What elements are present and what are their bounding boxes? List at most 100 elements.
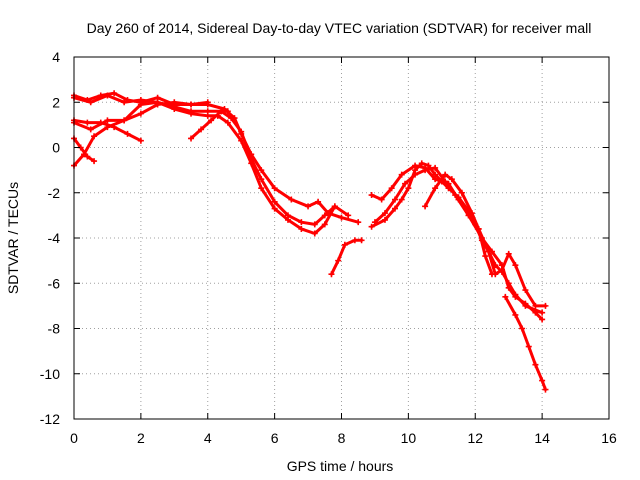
data-point [258, 176, 265, 183]
data-point [512, 311, 519, 318]
data-point [338, 214, 345, 221]
data-point [204, 99, 211, 106]
data-point [381, 216, 388, 223]
data-point [405, 185, 412, 192]
data-point [425, 162, 432, 169]
data-point [271, 185, 278, 192]
data-point [87, 126, 94, 133]
data-point [381, 210, 388, 217]
data-point [378, 196, 385, 203]
data-point [371, 219, 378, 226]
y-tick-label: -4 [48, 230, 61, 246]
data-point [321, 212, 328, 219]
data-point [341, 241, 348, 248]
data-point [542, 386, 549, 393]
data-point [358, 237, 365, 244]
data-point [121, 99, 128, 106]
data-point [432, 185, 439, 192]
data-point [171, 101, 178, 108]
data-point [351, 237, 358, 244]
data-point [458, 189, 465, 196]
data-point [368, 223, 375, 230]
data-point [522, 300, 529, 307]
y-tick-label: 0 [52, 140, 60, 156]
data-point [418, 160, 425, 167]
data-point [532, 361, 539, 368]
data-point [97, 119, 104, 126]
data-point [392, 205, 398, 212]
data-point [355, 219, 362, 226]
data-point [97, 92, 104, 99]
y-tick-label: -8 [48, 321, 61, 337]
data-point [468, 210, 475, 217]
data-point [91, 158, 98, 165]
x-tick-label: 12 [467, 430, 483, 446]
data-point [224, 119, 231, 126]
data-point [224, 108, 231, 115]
x-tick-label: 0 [70, 430, 78, 446]
gridlines [74, 57, 609, 419]
data-point [298, 225, 305, 232]
y-tick-label: -6 [48, 275, 61, 291]
data-point [422, 203, 429, 210]
data-point [305, 203, 312, 210]
data-point [412, 171, 419, 178]
x-tick-label: 16 [601, 430, 617, 446]
data-point [539, 309, 546, 316]
data-point [154, 94, 161, 101]
data-point [121, 117, 128, 124]
data-point [532, 309, 539, 316]
data-point [328, 271, 335, 278]
data-point [432, 164, 439, 171]
data-point [492, 262, 499, 269]
data-point [104, 92, 111, 99]
data-point [84, 119, 91, 126]
data-point [258, 167, 265, 174]
data-point [228, 115, 235, 122]
data-point [214, 112, 221, 119]
data-point [271, 205, 278, 212]
chart-title: Day 260 of 2014, Sidereal Day-to-day VTE… [87, 20, 592, 36]
data-point [188, 135, 195, 142]
data-point [488, 271, 495, 278]
data-point [368, 192, 375, 199]
y-tick-label: 4 [52, 49, 60, 65]
data-point [238, 137, 245, 144]
data-point [505, 250, 512, 257]
series-track-11 [373, 166, 544, 321]
series-track-2 [72, 118, 143, 143]
y-tick-label: -12 [40, 411, 60, 427]
data-point [398, 196, 405, 203]
data-point [448, 176, 455, 183]
data-point [398, 171, 405, 178]
data-point [124, 130, 131, 137]
data-point [499, 262, 505, 269]
data-point [218, 108, 225, 115]
data-point [198, 126, 205, 133]
data-point [432, 176, 439, 183]
data-point [388, 185, 395, 192]
data-point [402, 180, 409, 187]
data-point [452, 192, 459, 199]
data-point [532, 302, 539, 309]
data-point [288, 196, 295, 203]
x-tick-label: 10 [401, 430, 417, 446]
data-point [248, 160, 255, 167]
data-point [502, 293, 509, 300]
data-point [465, 212, 472, 219]
data-point [321, 221, 328, 228]
data-point [542, 302, 549, 309]
data-point [84, 96, 91, 103]
data-point [285, 216, 291, 223]
data-point [335, 257, 342, 264]
data-point [208, 117, 215, 124]
data-point [331, 203, 338, 210]
x-tick-label: 2 [137, 430, 145, 446]
data-point [455, 196, 462, 203]
series-track-1 [72, 100, 360, 224]
axis-ticks: 0 2 4 6 8 10 12 14 16 -12 -10 -8 -6 -4 -2 0 2 4 [40, 49, 617, 446]
data-point [137, 99, 144, 106]
data-point [137, 137, 144, 144]
series-track-4 [72, 94, 337, 235]
data-point [539, 377, 546, 384]
